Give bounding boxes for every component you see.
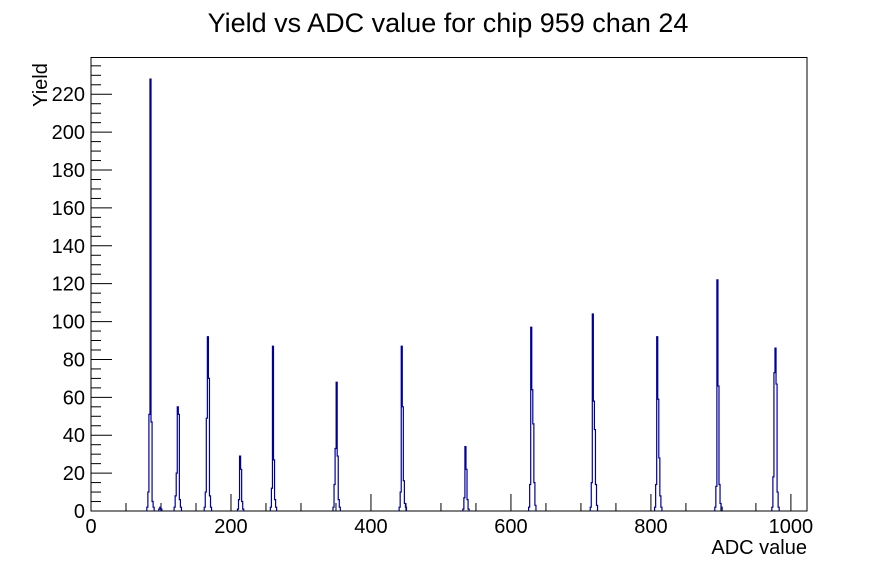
y-tick-label: 200 [52,122,85,144]
x-tick-label: 600 [494,516,527,538]
histogram-spike [528,326,537,511]
x-tick-label: 0 [85,516,96,538]
y-tick-label: 0 [74,501,85,523]
x-tick-label: 400 [354,516,387,538]
histogram-spike [269,345,278,511]
y-tick-label: 180 [52,160,85,182]
histogram-spike [146,78,155,511]
plot-frame [90,57,808,512]
x-axis-title: ADC value [711,537,807,559]
x-tick-label: 1000 [769,516,814,538]
y-tick-label: 40 [63,425,85,447]
histogram-spike [714,279,723,511]
histogram-spike [771,347,780,511]
histogram-spike [462,445,470,511]
y-tick-label: 140 [52,236,85,258]
x-tick-label: 800 [634,516,667,538]
y-tick-label: 160 [52,198,85,220]
x-tick-label: 200 [214,516,247,538]
histogram-spike [654,336,663,511]
histogram-spike [589,313,599,511]
histogram-spike [173,406,183,511]
histogram-spike [332,381,341,511]
y-tick-label: 60 [63,387,85,409]
y-tick-label: 20 [63,463,85,485]
histogram-spike [236,455,245,511]
y-tick-label: 220 [52,84,85,106]
y-tick-label: 120 [52,274,85,296]
histogram-spike [158,506,163,511]
chart-title: Yield vs ADC value for chip 959 chan 24 [207,8,689,38]
y-tick-label: 80 [63,349,85,371]
histogram-spike [203,336,213,511]
histogram-spike [398,345,408,511]
y-tick-label: 100 [52,312,85,334]
